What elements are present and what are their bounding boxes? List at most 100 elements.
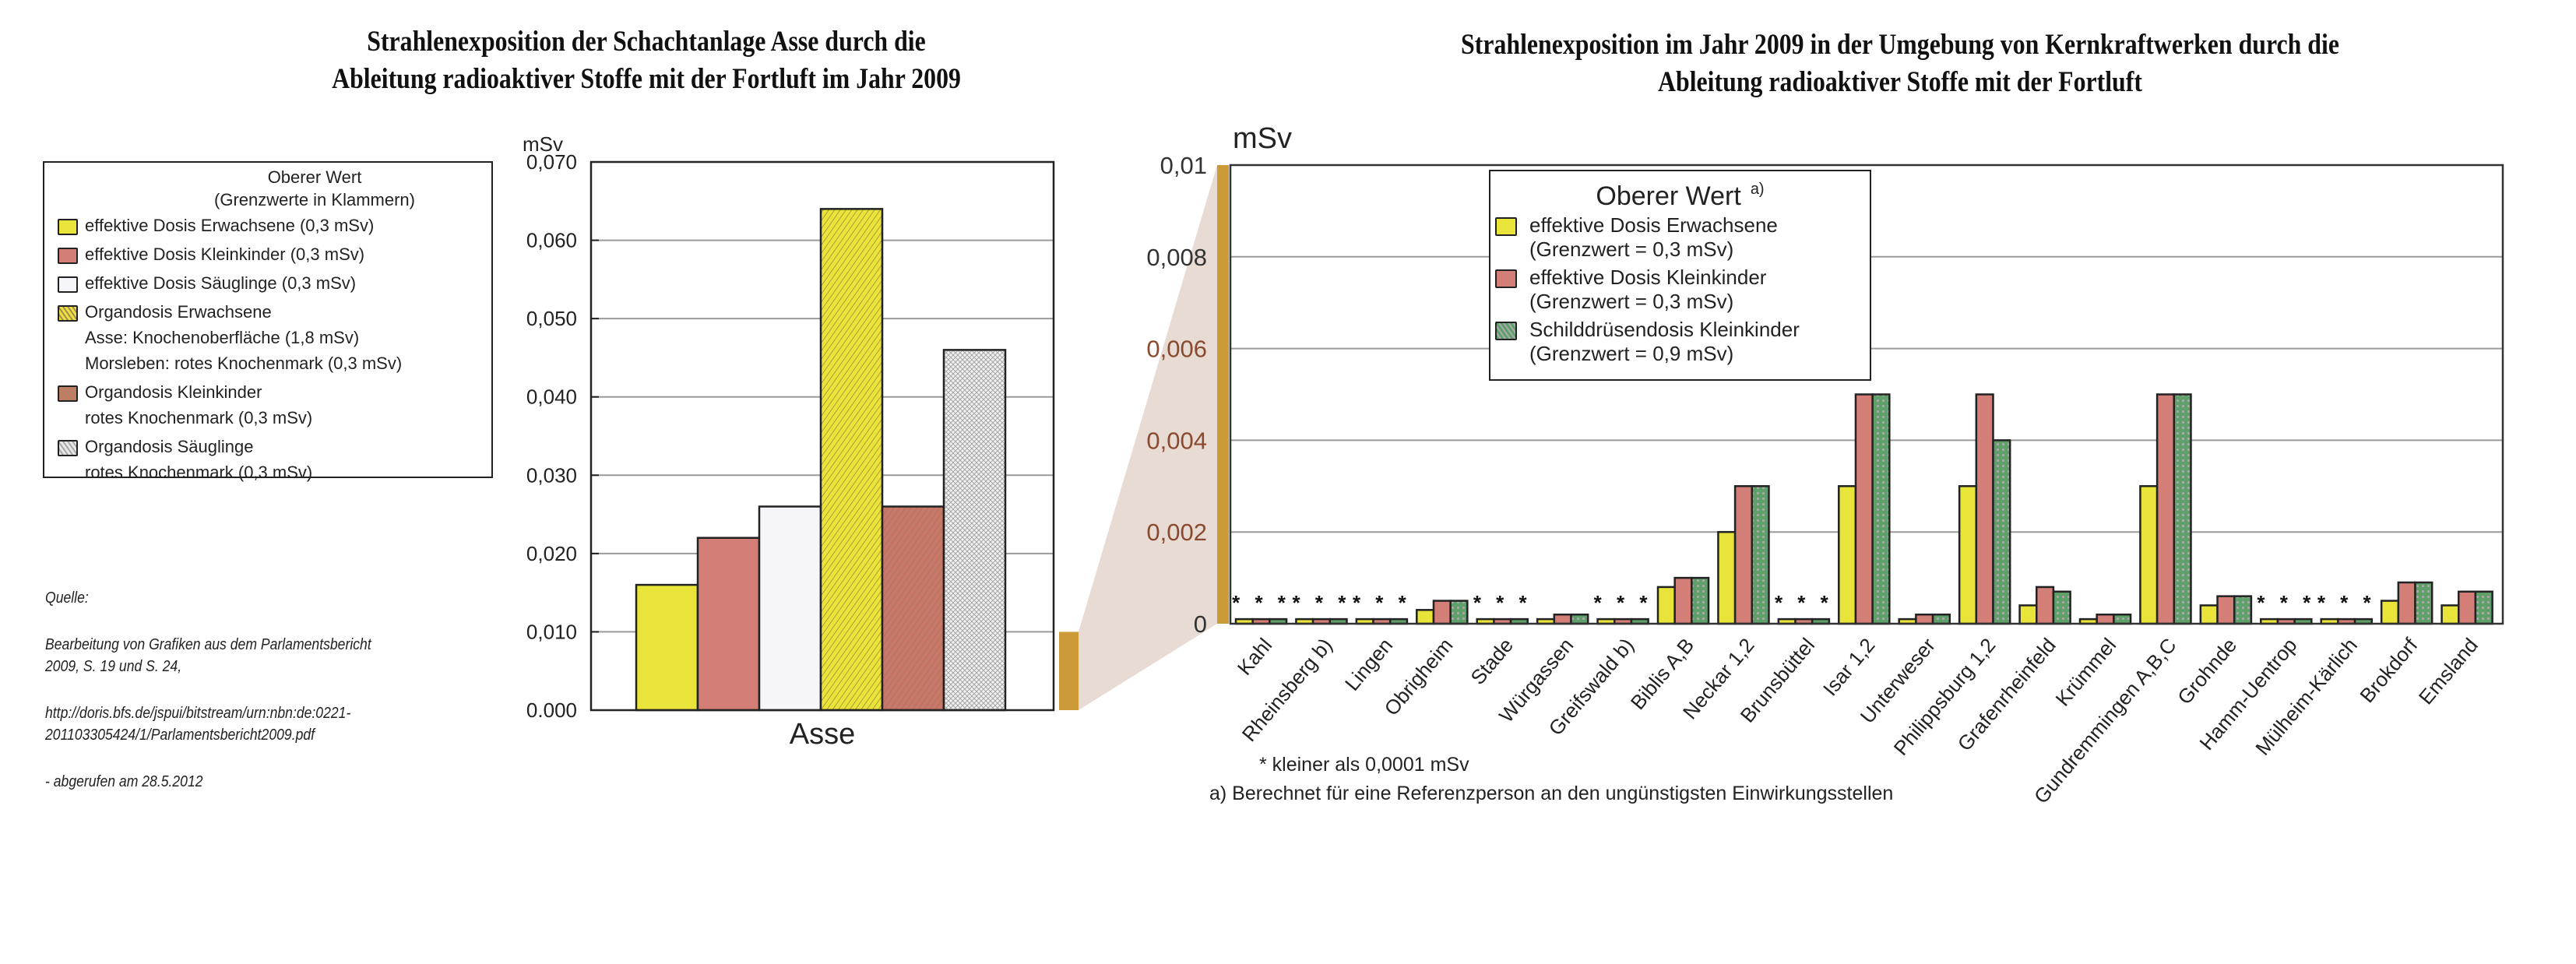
below-threshold-marker: * * * [1594, 591, 1652, 614]
right-bar [2199, 604, 2219, 625]
zoom-range-marker-small [1059, 632, 1079, 710]
legend-item-text: Organdosis Erwachsene [85, 302, 272, 322]
right-legend-heading-text: Oberer Wert [1596, 181, 1741, 211]
right-category-label: Lingen [1340, 634, 1397, 695]
right-title-line-1: Strahlenexposition im Jahr 2009 in der U… [1461, 29, 2339, 61]
right-legend-item: Schilddrüsendosis Kleinkinder (Grenzwert … [1490, 316, 1870, 368]
right-bar [1656, 586, 1676, 625]
source-url-line-1[interactable]: http://doris.bfs.de/jspui/bitstream/urn:… [45, 705, 351, 722]
left-legend-item: effektive Dosis Säuglinge (0,3 mSv) [44, 269, 491, 297]
right-bar [1975, 393, 1994, 625]
source-url-line-2[interactable]: 201103305424/1/Parlamentsbericht2009.pdf [45, 727, 315, 744]
right-y-tick-label: 0,006 [1146, 336, 1207, 363]
right-y-axis-unit: mSv [1233, 122, 1292, 155]
legend-swatch-icon [1495, 217, 1517, 236]
left-chart-title: Strahlenexposition der Schachtanlage Ass… [191, 23, 1102, 98]
left-bar [635, 583, 699, 712]
legend-swatch-icon [58, 305, 78, 322]
right-y-tick-label: 0,002 [1146, 519, 1207, 546]
legend-item-text: Organdosis Säuglinge [85, 437, 254, 456]
right-category-label: Stade [1466, 634, 1518, 689]
left-legend-item: effektive Dosis Kleinkinder (0,3 mSv) [44, 240, 491, 269]
right-bar [2414, 581, 2433, 625]
below-threshold-marker: * * * [1293, 591, 1351, 614]
legend-swatch-icon [58, 385, 78, 402]
source-label: Quelle: [45, 589, 89, 607]
footnote-star: * kleiner als 0,0001 mSv [1259, 754, 1469, 776]
right-bar [2233, 595, 2253, 625]
source-line-2: 2009, S. 19 und S. 24, [45, 658, 182, 675]
right-category-label: Emsland [2414, 634, 2483, 709]
left-y-tick-label: 0,070 [526, 150, 577, 174]
below-threshold-marker: * * * [1353, 591, 1411, 614]
right-bar [2113, 613, 2132, 625]
below-threshold-marker: * * * [2317, 591, 2376, 614]
below-threshold-marker: * * * [1775, 591, 1833, 614]
below-threshold-marker: * * * [1232, 591, 1290, 614]
left-y-tick-label: 0.000 [526, 698, 577, 722]
legend-swatch-icon [58, 248, 78, 264]
right-bar [2474, 590, 2493, 625]
right-bar [1958, 485, 1978, 625]
right-bar [2380, 600, 2400, 625]
legend-item-text: Schilddrüsendosis Kleinkinder [1529, 318, 1800, 341]
right-bar [2052, 590, 2071, 625]
left-legend-heading-2: (Grenzwerte in Klammern) [214, 190, 415, 209]
right-y-tick-label: 0,004 [1146, 427, 1207, 454]
below-threshold-marker: * * * [2257, 591, 2315, 614]
left-title-line-2: Ableitung radioaktiver Stoffe mit der Fo… [332, 63, 961, 95]
left-y-tick-label: 0,040 [526, 385, 577, 409]
right-bar [2139, 485, 2159, 625]
legend-item-text: effektive Dosis Kleinkinder (0,3 mSv) [85, 245, 365, 264]
legend-item-text: Asse: Knochenoberfläche (1,8 mSv) [85, 328, 360, 347]
right-bar [2397, 581, 2416, 625]
legend-item-text: (Grenzwert = 0,9 mSv) [1529, 342, 1734, 365]
right-bar [1673, 576, 1693, 625]
left-legend-item: Organdosis Kleinkinder rotes Knochenmark … [44, 378, 491, 432]
left-category-label: Asse [790, 718, 855, 751]
right-category-label: Kahl [1233, 634, 1276, 680]
right-bar [1432, 600, 1452, 625]
right-y-tick-label: 0 [1194, 610, 1207, 638]
left-bar [819, 208, 884, 712]
left-legend-item: Organdosis Säuglinge rotes Knochenmark (0… [44, 432, 491, 487]
legend-item-text: rotes Knochenmark (0,3 mSv) [85, 408, 313, 427]
legend-item-text: Morsleben: rotes Knochenmark (0,3 mSv) [85, 354, 403, 373]
left-title-line-1: Strahlenexposition der Schachtanlage Ass… [367, 26, 926, 58]
left-y-tick-label: 0,050 [526, 307, 577, 330]
left-legend-item: effektive Dosis Erwachsene (0,3 mSv) [44, 211, 491, 240]
right-y-tick-label: 0,008 [1146, 244, 1207, 271]
right-bar [2018, 604, 2038, 625]
right-bar [2441, 604, 2460, 625]
right-bar [2458, 590, 2477, 625]
right-category-label: Isar 1,2 [1818, 634, 1880, 701]
right-bar [2096, 613, 2115, 625]
right-legend-item: effektive Dosis Erwachsene (Grenzwert = 0… [1490, 212, 1870, 264]
left-bar [696, 537, 761, 712]
right-bar [2155, 393, 2176, 625]
legend-item-text: rotes Knochenmark (0,3 mSv) [85, 463, 313, 482]
right-bar [1751, 485, 1770, 625]
legend-item-text: effektive Dosis Erwachsene [1529, 213, 1778, 237]
left-plot-frame [589, 160, 1055, 712]
right-bar [2036, 586, 2055, 625]
right-bar [2173, 393, 2192, 625]
right-bar [1871, 393, 1891, 625]
legend-item-text: effektive Dosis Erwachsene (0,3 mSv) [85, 216, 375, 235]
right-title-line-2: Ableitung radioaktiver Stoffe mit der Fo… [1658, 66, 2142, 98]
right-bar [1416, 609, 1435, 625]
left-legend-heading-1: Oberer Wert [267, 167, 362, 187]
right-bar [1733, 485, 1754, 625]
legend-swatch-icon [58, 276, 78, 293]
right-legend: Oberer Wert a) effektive Dosis Erwachsene… [1489, 170, 1871, 381]
legend-item-text: Organdosis Kleinkinder [85, 382, 262, 402]
right-bar [1691, 576, 1710, 625]
footnote-a: a) Berechnet für eine Referenzperson an … [1209, 783, 1894, 804]
below-threshold-marker: * * * [1473, 591, 1532, 614]
legend-swatch-icon [58, 219, 78, 235]
right-category-label: Brokdorf [2355, 633, 2423, 707]
legend-swatch-icon [1495, 322, 1517, 340]
left-bar [942, 349, 1007, 712]
right-legend-item: effektive Dosis Kleinkinder (Grenzwert = … [1490, 264, 1870, 316]
